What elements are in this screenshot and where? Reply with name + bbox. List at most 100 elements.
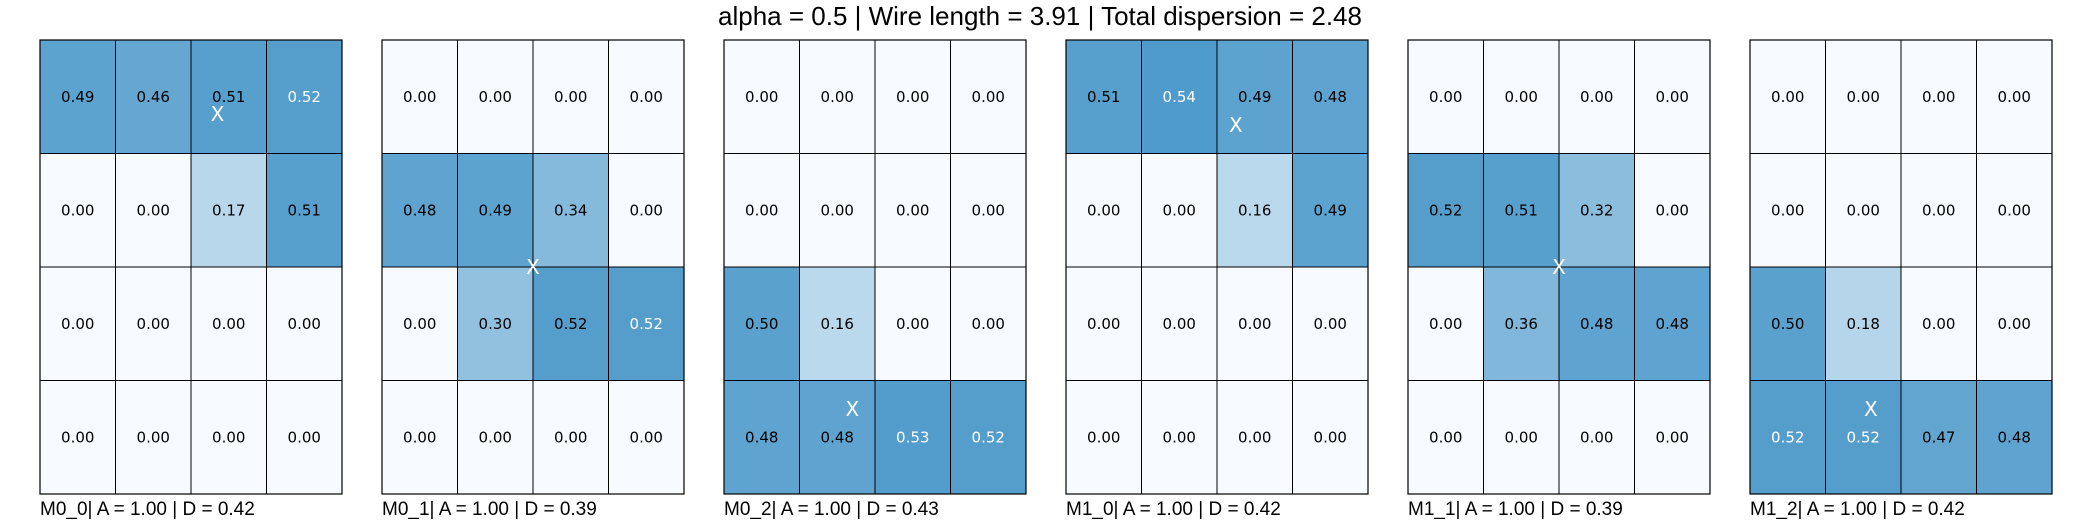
heatmap-cell	[381, 153, 458, 268]
cell-value-label: 0.00	[61, 201, 94, 219]
heatmap-cell	[1976, 39, 2053, 154]
heatmap-cell	[799, 153, 876, 268]
heatmap-cell	[874, 153, 951, 268]
cell-value-label: 0.49	[1314, 201, 1347, 219]
heatmap-cell	[532, 380, 609, 495]
cell-value-label: 0.00	[1998, 88, 2031, 106]
cell-value-label: 0.00	[1238, 315, 1271, 333]
heatmap-cell	[608, 153, 685, 268]
heatmap-cell	[1407, 380, 1484, 495]
heatmap-cell	[950, 266, 1027, 381]
heatmap-cell	[190, 266, 267, 381]
heatmap-cell	[1749, 266, 1826, 381]
cell-value-label: 0.00	[972, 88, 1005, 106]
heatmap-cell	[1216, 380, 1293, 495]
heatmap-cell	[1558, 380, 1635, 495]
cell-value-label: 0.00	[972, 201, 1005, 219]
panel-caption: M1_2| A = 1.00 | D = 0.42	[1750, 499, 1965, 520]
cell-value-label: 0.00	[821, 88, 854, 106]
cell-value-label: 0.46	[137, 88, 170, 106]
cell-value-label: 0.53	[896, 428, 929, 446]
cell-value-label: 0.00	[1998, 201, 2031, 219]
cell-value-label: 0.52	[1429, 201, 1462, 219]
heatmap-cell	[457, 39, 534, 154]
cell-value-label: 0.00	[1922, 88, 1955, 106]
heatmap-cell	[1558, 153, 1635, 268]
cell-value-label: 0.30	[479, 315, 512, 333]
cell-value-label: 0.00	[137, 428, 170, 446]
cell-value-label: 0.00	[896, 88, 929, 106]
heatmap-cell	[1900, 266, 1977, 381]
heatmap-cell	[115, 39, 192, 154]
heatmap-cell	[723, 266, 800, 381]
panel-caption: M0_2| A = 1.00 | D = 0.43	[724, 499, 939, 520]
heatmap-cell	[608, 39, 685, 154]
cell-value-label: 0.00	[1314, 428, 1347, 446]
heatmap-cell	[950, 380, 1027, 495]
cell-value-label: 0.00	[1314, 315, 1347, 333]
panel-border	[723, 39, 1027, 495]
panel-caption: M0_1| A = 1.00 | D = 0.39	[382, 499, 597, 520]
heatmap-cell	[39, 266, 116, 381]
heatmap-cell	[1749, 39, 1826, 154]
cell-value-label: 0.52	[972, 428, 1005, 446]
heatmap-cell	[874, 380, 951, 495]
cell-value-label: 0.48	[745, 428, 778, 446]
heatmap-cell	[190, 153, 267, 268]
heatmap-cell	[532, 153, 609, 268]
cell-value-label: 0.51	[1087, 88, 1120, 106]
cell-value-label: 0.00	[1771, 201, 1804, 219]
heatmap-cell	[1483, 153, 1560, 268]
cell-value-label: 0.52	[1771, 428, 1804, 446]
panel-caption: M1_0| A = 1.00 | D = 0.42	[1066, 499, 1281, 520]
heatmap-cell	[1976, 266, 2053, 381]
cell-value-label: 0.00	[137, 201, 170, 219]
cell-value-label: 0.00	[1163, 315, 1196, 333]
panel-border	[1749, 39, 2053, 495]
cell-value-label: 0.00	[61, 315, 94, 333]
heatmap-cell	[1483, 380, 1560, 495]
heatmap-cell	[1749, 380, 1826, 495]
cell-value-label: 0.52	[630, 315, 663, 333]
heatmap-cell	[1141, 153, 1218, 268]
cell-value-label: 0.00	[61, 428, 94, 446]
cell-value-label: 0.00	[1505, 428, 1538, 446]
heatmap-cell	[457, 266, 534, 381]
cell-value-label: 0.00	[479, 428, 512, 446]
cell-value-label: 0.48	[1656, 315, 1689, 333]
cell-value-label: 0.49	[479, 201, 512, 219]
cell-value-label: 0.34	[554, 201, 587, 219]
x-marker: X	[1864, 397, 1878, 421]
cell-value-label: 0.00	[1656, 88, 1689, 106]
heatmap-cell	[115, 153, 192, 268]
cell-value-label: 0.00	[1429, 88, 1462, 106]
heatmap-cell	[1900, 39, 1977, 154]
cell-value-label: 0.17	[212, 201, 245, 219]
heatmap-cell	[1292, 153, 1369, 268]
cell-value-label: 0.18	[1847, 315, 1880, 333]
panels-layer: 0.49 0.46 0.51 0.52 0.00 0.00 0.17 0.51 0.00 0.00…	[39, 39, 2053, 520]
cell-value-label: 0.52	[554, 315, 587, 333]
heatmap-cell	[190, 380, 267, 495]
cell-value-label: 0.48	[1314, 88, 1347, 106]
cell-value-label: 0.00	[630, 88, 663, 106]
x-marker: X	[845, 397, 859, 421]
cell-value-label: 0.48	[1998, 428, 2031, 446]
heatmap-cell	[1976, 153, 2053, 268]
cell-value-label: 0.00	[1163, 428, 1196, 446]
heatmap-cell	[266, 153, 343, 268]
heatmap-cell	[950, 39, 1027, 154]
heatmap-cell	[39, 380, 116, 495]
cell-value-label: 0.00	[1580, 428, 1613, 446]
cell-value-label: 0.51	[288, 201, 321, 219]
heatmap-panel: 0.00 0.00 0.00 0.00 0.00 0.00 0.00 0.00 0.50 0.18…	[1749, 39, 2053, 520]
heatmap-cell	[39, 39, 116, 154]
cell-value-label: 0.00	[554, 428, 587, 446]
cell-value-label: 0.00	[630, 428, 663, 446]
cell-value-label: 0.00	[1656, 428, 1689, 446]
heatmap-cell	[1900, 380, 1977, 495]
cell-value-label: 0.00	[745, 201, 778, 219]
heatmap-cell	[874, 39, 951, 154]
cell-value-label: 0.00	[288, 315, 321, 333]
